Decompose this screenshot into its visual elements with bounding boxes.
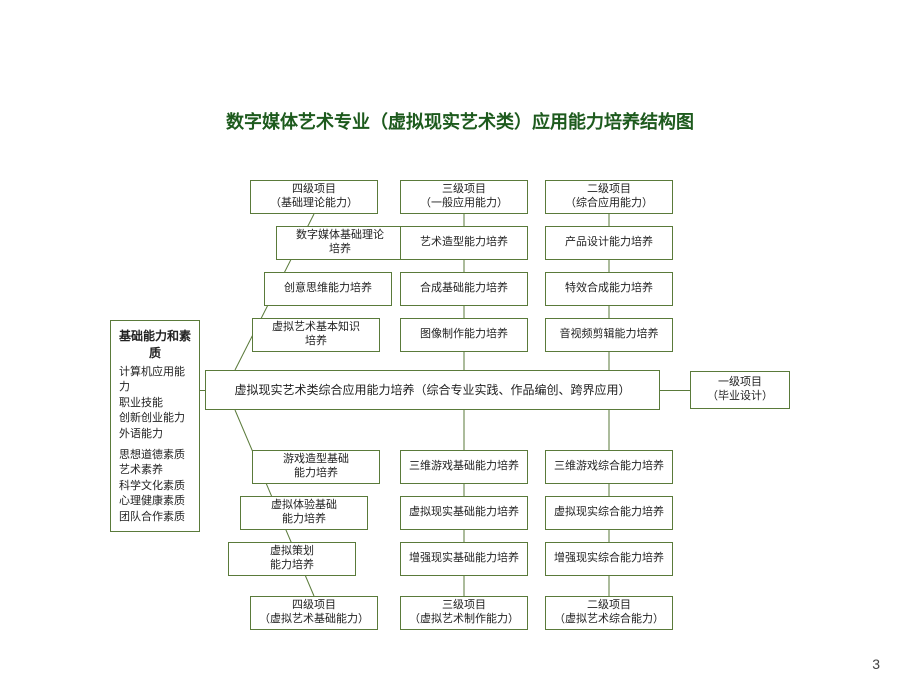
bot-c1-r2-text: 虚拟策划 xyxy=(270,545,314,559)
level1-line2: （毕业设计） xyxy=(707,390,773,404)
header-top-0-text: （基础理论能力） xyxy=(270,197,358,211)
page-title: 数字媒体艺术专业（虚拟现实艺术类）应用能力培养结构图 xyxy=(0,108,920,134)
top-c3-r1: 特效合成能力培养 xyxy=(545,272,673,306)
header-top-1-text: （一般应用能力） xyxy=(420,197,508,211)
header-bottom-0-text: （虚拟艺术基础能力） xyxy=(259,613,369,627)
side-heading: 基础能力和素质 xyxy=(119,327,191,361)
top-c2-r1-text: 合成基础能力培养 xyxy=(420,282,508,296)
top-c2-r0-text: 艺术造型能力培养 xyxy=(420,236,508,250)
header-bottom-1-text: （虚拟艺术制作能力） xyxy=(409,613,519,627)
side-item: 外语能力 xyxy=(119,427,191,442)
header-top-0: 四级项目（基础理论能力） xyxy=(250,180,378,214)
bot-c1-r0: 游戏造型基础能力培养 xyxy=(252,450,380,484)
bot-c1-r2-text: 能力培养 xyxy=(270,559,314,573)
connector-line xyxy=(660,390,690,391)
side-item: 创新创业能力 xyxy=(119,411,191,426)
bot-c3-r1: 虚拟现实综合能力培养 xyxy=(545,496,673,530)
side-item: 职业技能 xyxy=(119,396,191,411)
header-top-1: 三级项目（一般应用能力） xyxy=(400,180,528,214)
top-c3-r0: 产品设计能力培养 xyxy=(545,226,673,260)
top-c3-r0-text: 产品设计能力培养 xyxy=(565,236,653,250)
side-item: 团队合作素质 xyxy=(119,510,191,525)
bot-c2-r2-text: 增强现实基础能力培养 xyxy=(409,552,519,566)
bot-c1-r0-text: 游戏造型基础 xyxy=(283,453,349,467)
side-item: 思想道德素质 xyxy=(119,448,191,463)
side-list-qualities: 思想道德素质艺术素养科学文化素质心理健康素质团队合作素质 xyxy=(119,448,191,525)
bot-c2-r2: 增强现实基础能力培养 xyxy=(400,542,528,576)
header-bottom-1: 三级项目（虚拟艺术制作能力） xyxy=(400,596,528,630)
side-item: 计算机应用能力 xyxy=(119,365,191,396)
top-c3-r2-text: 音视频剪辑能力培养 xyxy=(560,328,659,342)
bot-c1-r0-text: 能力培养 xyxy=(294,467,338,481)
header-top-2-text: 二级项目 xyxy=(587,183,631,197)
header-top-2-text: （综合应用能力） xyxy=(565,197,653,211)
level1-line1: 一级项目 xyxy=(718,376,762,390)
top-c2-r1: 合成基础能力培养 xyxy=(400,272,528,306)
top-c2-r2-text: 图像制作能力培养 xyxy=(420,328,508,342)
side-item: 科学文化素质 xyxy=(119,479,191,494)
top-c1-r0: 数字媒体基础理论培养 xyxy=(276,226,404,260)
header-top-2: 二级项目（综合应用能力） xyxy=(545,180,673,214)
spine-text: 虚拟现实艺术类综合应用能力培养（综合专业实践、作品编创、跨界应用） xyxy=(234,383,630,398)
header-bottom-2-text: （虚拟艺术综合能力） xyxy=(554,613,664,627)
bot-c1-r1: 虚拟体验基础能力培养 xyxy=(240,496,368,530)
header-bottom-0: 四级项目（虚拟艺术基础能力） xyxy=(250,596,378,630)
side-list-abilities: 计算机应用能力职业技能创新创业能力外语能力 xyxy=(119,365,191,442)
spine-box: 虚拟现实艺术类综合应用能力培养（综合专业实践、作品编创、跨界应用） xyxy=(205,370,660,410)
top-c1-r0-text: 数字媒体基础理论 xyxy=(296,229,384,243)
bot-c3-r2-text: 增强现实综合能力培养 xyxy=(554,552,664,566)
bot-c1-r1-text: 能力培养 xyxy=(282,513,326,527)
bot-c3-r2: 增强现实综合能力培养 xyxy=(545,542,673,576)
bot-c2-r1: 虚拟现实基础能力培养 xyxy=(400,496,528,530)
header-top-1-text: 三级项目 xyxy=(442,183,486,197)
header-bottom-0-text: 四级项目 xyxy=(292,599,336,613)
bot-c3-r0-text: 三维游戏综合能力培养 xyxy=(554,460,664,474)
top-c1-r2-text: 虚拟艺术基本知识 xyxy=(272,321,360,335)
top-c1-r2-text: 培养 xyxy=(305,335,327,349)
bot-c3-r0: 三维游戏综合能力培养 xyxy=(545,450,673,484)
top-c1-r2: 虚拟艺术基本知识培养 xyxy=(252,318,380,352)
header-bottom-1-text: 三级项目 xyxy=(442,599,486,613)
header-bottom-2: 二级项目（虚拟艺术综合能力） xyxy=(545,596,673,630)
side-panel-basics: 基础能力和素质 计算机应用能力职业技能创新创业能力外语能力 思想道德素质艺术素养… xyxy=(110,320,200,532)
top-c1-r1: 创意思维能力培养 xyxy=(264,272,392,306)
level1-box: 一级项目 （毕业设计） xyxy=(690,371,790,409)
top-c3-r1-text: 特效合成能力培养 xyxy=(565,282,653,296)
bot-c2-r1-text: 虚拟现实基础能力培养 xyxy=(409,506,519,520)
bot-c2-r0: 三维游戏基础能力培养 xyxy=(400,450,528,484)
header-top-0-text: 四级项目 xyxy=(292,183,336,197)
top-c3-r2: 音视频剪辑能力培养 xyxy=(545,318,673,352)
page-number: 3 xyxy=(872,656,880,672)
side-item: 心理健康素质 xyxy=(119,494,191,509)
top-c2-r0: 艺术造型能力培养 xyxy=(400,226,528,260)
header-bottom-2-text: 二级项目 xyxy=(587,599,631,613)
top-c1-r0-text: 培养 xyxy=(329,243,351,257)
bot-c3-r1-text: 虚拟现实综合能力培养 xyxy=(554,506,664,520)
bot-c2-r0-text: 三维游戏基础能力培养 xyxy=(409,460,519,474)
top-c2-r2: 图像制作能力培养 xyxy=(400,318,528,352)
bot-c1-r2: 虚拟策划能力培养 xyxy=(228,542,356,576)
top-c1-r1-text: 创意思维能力培养 xyxy=(284,282,372,296)
side-item: 艺术素养 xyxy=(119,463,191,478)
bot-c1-r1-text: 虚拟体验基础 xyxy=(271,499,337,513)
